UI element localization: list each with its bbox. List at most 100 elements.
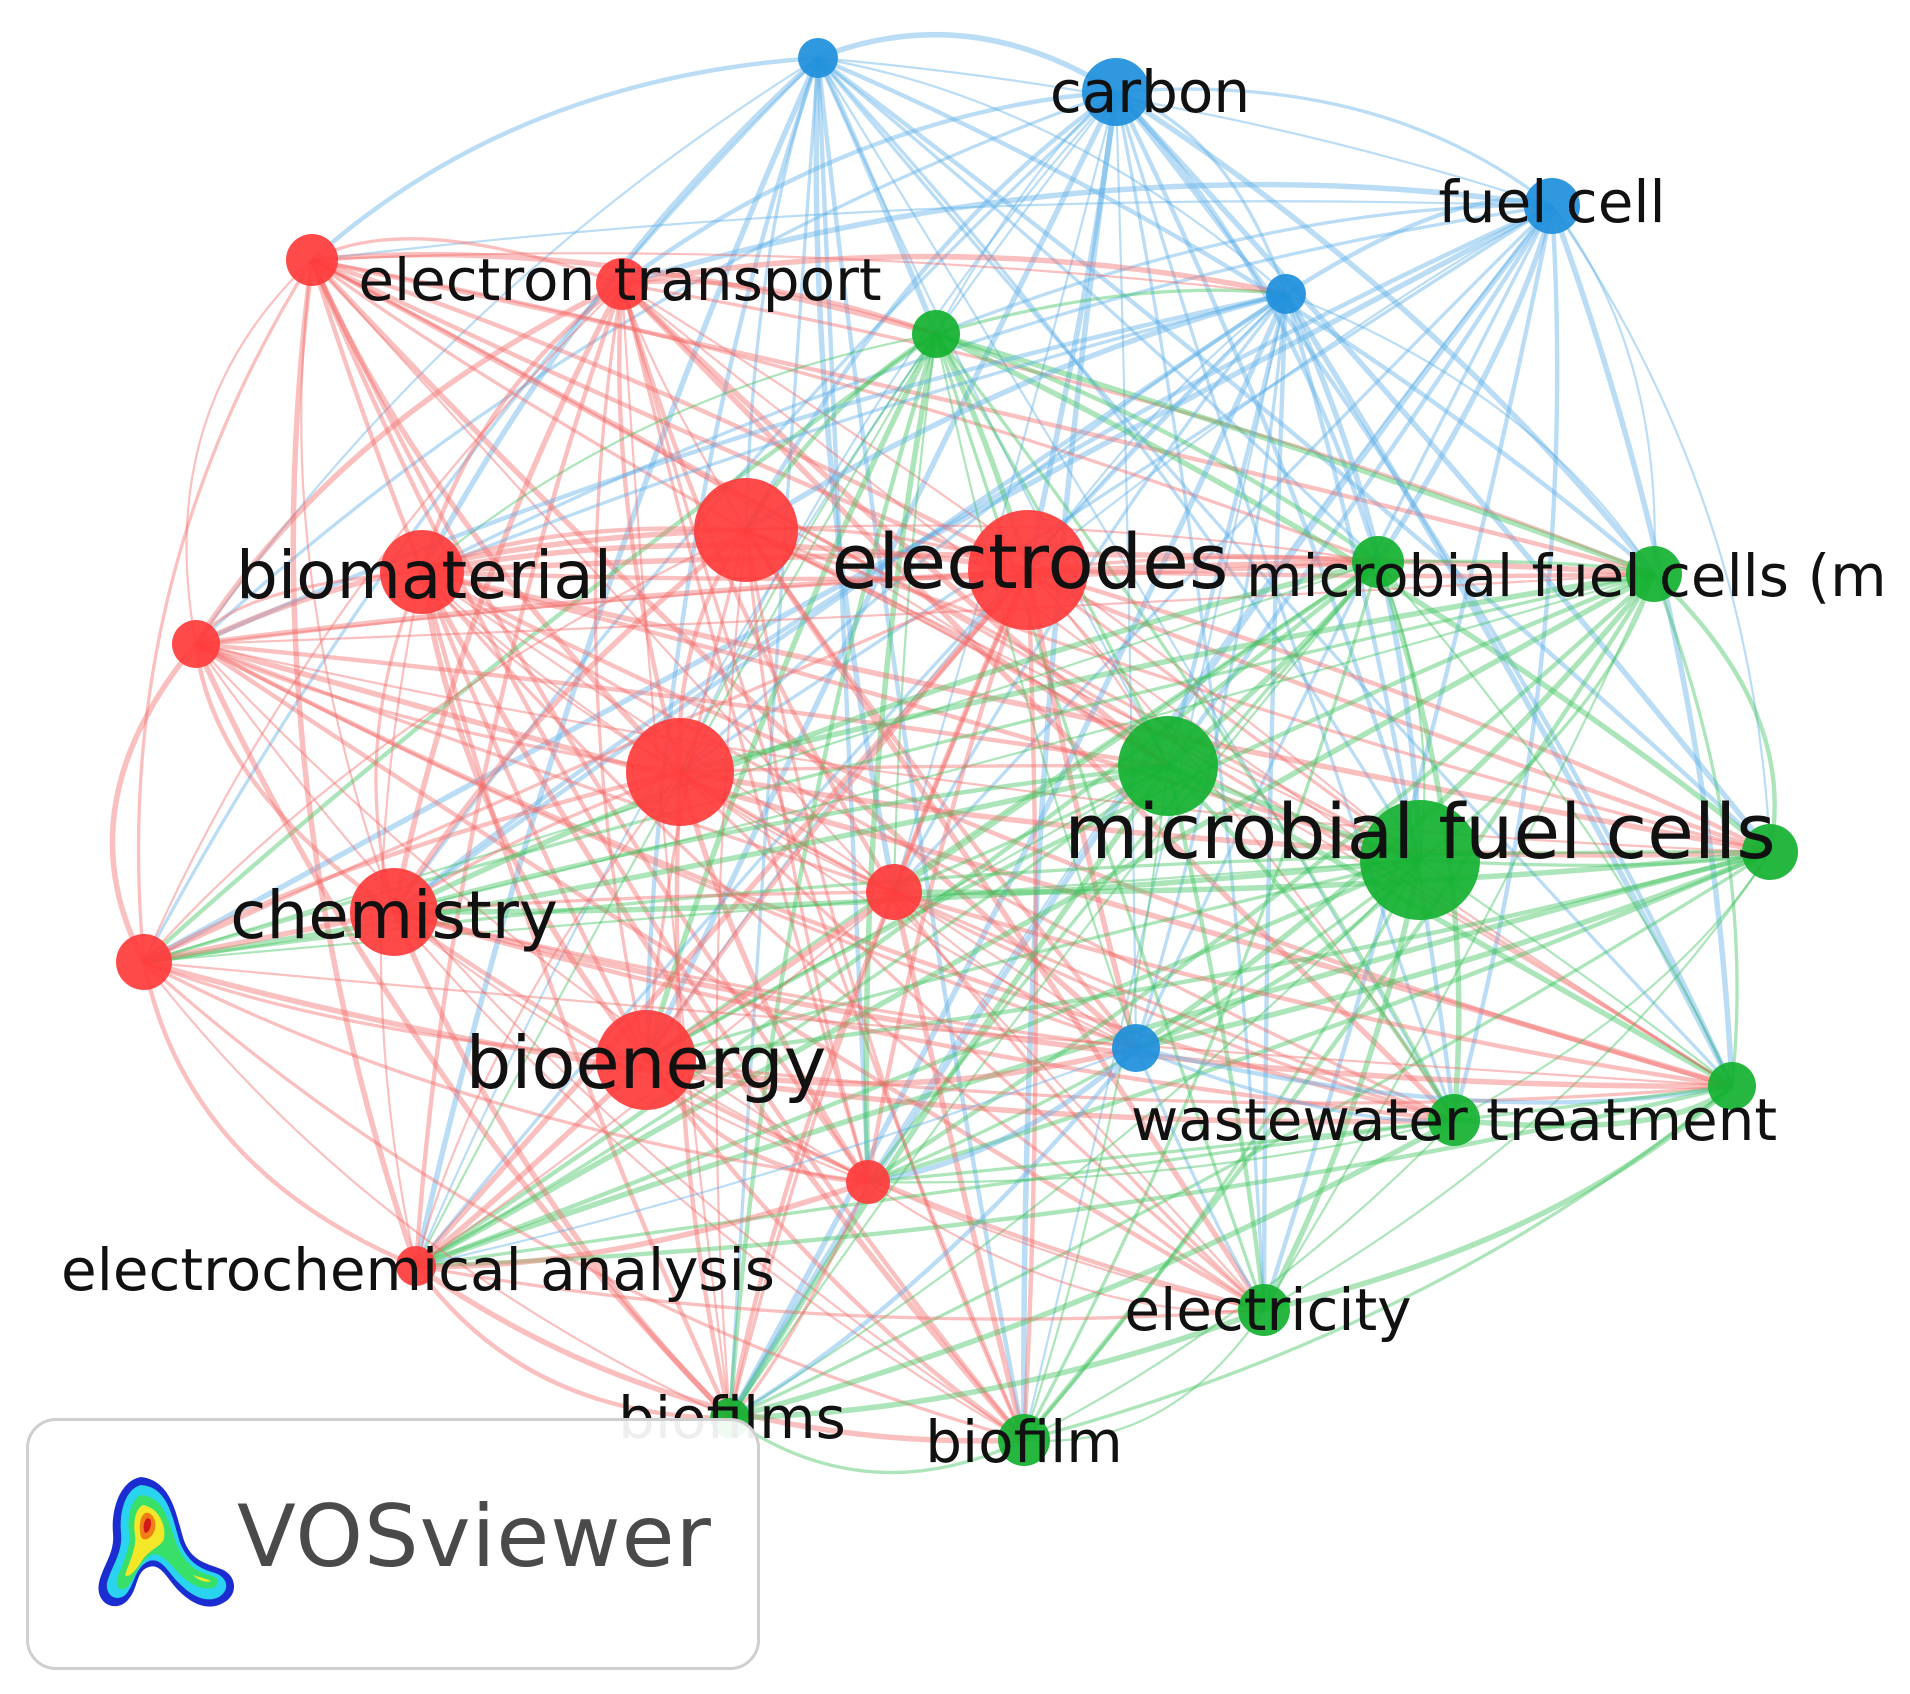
link-n1-n5	[310, 55, 819, 262]
link-n13-n27	[1263, 573, 1656, 1311]
link-n9-n16	[1027, 568, 1421, 862]
link-n8-n25	[744, 529, 870, 1183]
node-n22[interactable]	[1112, 1024, 1160, 1072]
link-n20-n29	[142, 960, 1025, 1442]
link-n5-n29	[309, 259, 1026, 1442]
link-n9-n20	[143, 568, 1029, 964]
link-n1-n20	[142, 56, 820, 963]
node-n1[interactable]	[798, 38, 838, 78]
link-n11-n23	[194, 642, 1455, 1123]
node-n8[interactable]	[694, 478, 798, 582]
label-microbial-fuel-cells: microbial fuel cells	[1064, 787, 1776, 876]
link-n5-n7	[311, 252, 1287, 296]
label-carbon: carbon	[1050, 58, 1250, 126]
link-n21-n27	[645, 1059, 1265, 1312]
link-n2-n3	[1115, 87, 1554, 208]
link-n16-n27	[1261, 859, 1423, 1312]
link-n14-n25	[677, 771, 871, 1184]
vosviewer-logo-text: VOSviewer	[237, 1487, 712, 1587]
link-n26-n29	[414, 1263, 1025, 1444]
link-n14-n15	[679, 764, 1169, 774]
link-n20-n25	[143, 960, 869, 1184]
link-n12-n18	[892, 560, 1380, 894]
node-n24[interactable]	[1708, 1062, 1756, 1110]
link-n3-n10	[421, 204, 1553, 574]
node-n14[interactable]	[626, 718, 734, 826]
link-n2-n17	[1113, 90, 1773, 854]
link-n25-n26	[415, 1179, 869, 1270]
node-n5[interactable]	[286, 234, 338, 286]
link-n21-n26	[414, 1058, 648, 1269]
link-n14-n23	[679, 770, 1455, 1122]
node-n6[interactable]	[912, 310, 960, 358]
link-n11-n13	[195, 572, 1655, 646]
node-n25[interactable]	[846, 1160, 890, 1204]
link-n20-n28	[143, 961, 731, 1420]
node-electrodes[interactable]	[968, 510, 1088, 630]
link-n3-n6	[935, 204, 1553, 336]
link-n11-n25	[195, 643, 869, 1183]
node-biomaterial[interactable]	[380, 530, 464, 614]
link-n3-n9	[1027, 205, 1553, 571]
node-n17[interactable]	[1742, 824, 1798, 880]
link-n4-n18	[619, 283, 896, 894]
node-carbon[interactable]	[1082, 58, 1150, 126]
node-biofilm[interactable]	[998, 1414, 1050, 1466]
link-n11-n27	[194, 642, 1266, 1312]
node-n11[interactable]	[172, 620, 220, 668]
link-n3-n22	[1134, 205, 1554, 1049]
link-n3-n18	[892, 204, 1554, 894]
link-n2-n21	[643, 90, 1119, 1062]
node-microbial-fuel-cells-m[interactable]	[1626, 546, 1682, 602]
link-n23-n28	[729, 1117, 1456, 1421]
link-n1-n26	[413, 56, 821, 1267]
node-fuel-cell[interactable]	[1524, 178, 1580, 234]
link-n23-n26	[415, 1118, 1455, 1268]
node-n20[interactable]	[116, 934, 172, 990]
network-labels: carbon fuel cell electron transport electro…	[61, 58, 1887, 1476]
link-n5-n11	[185, 259, 313, 645]
link-n1-n2	[816, 32, 1118, 95]
node-n15[interactable]	[1118, 716, 1218, 816]
link-n4-n24	[621, 283, 1733, 1087]
link-n15-n20	[143, 763, 1169, 965]
link-n4-n14	[617, 283, 683, 773]
node-bioenergy[interactable]	[596, 1010, 696, 1110]
link-n11-n19	[193, 643, 396, 914]
node-microbial-fuel-cells[interactable]	[1360, 800, 1480, 920]
link-n5-n22	[309, 258, 1138, 1051]
link-n16-n20	[143, 858, 1421, 964]
node-n12[interactable]	[1352, 536, 1404, 588]
link-n27-n28	[729, 1307, 1265, 1421]
link-n19-n22	[393, 910, 1137, 1050]
link-n17-n25	[867, 849, 1771, 1185]
node-wastewater-treatment[interactable]	[1428, 1094, 1480, 1146]
link-n8-n28	[715, 529, 748, 1419]
link-n11-n14	[195, 642, 681, 774]
link-n24-n27	[1263, 1083, 1734, 1313]
link-n17-n27	[1263, 851, 1771, 1311]
node-chemistry[interactable]	[350, 868, 438, 956]
link-n5-n20	[136, 259, 314, 963]
link-n16-n26	[415, 857, 1421, 1269]
link-n22-n23	[1135, 1046, 1455, 1123]
link-n17-n22	[1135, 849, 1772, 1051]
node-electron-transport[interactable]	[596, 258, 648, 310]
node-n18[interactable]	[866, 864, 922, 920]
link-n9-n29	[1021, 569, 1039, 1441]
link-n15-n23	[1166, 764, 1456, 1122]
link-n16-n28	[729, 859, 1421, 1419]
link-n27-n29	[1023, 1309, 1265, 1442]
node-electricity[interactable]	[1238, 1284, 1290, 1336]
link-n6-n28	[727, 333, 939, 1419]
vosviewer-heatmap-icon	[98, 1477, 235, 1607]
node-electrochemical-analysis[interactable]	[396, 1246, 436, 1286]
link-n11-n12	[195, 559, 1379, 647]
link-n14-n22	[679, 771, 1137, 1049]
link-n4-n23	[620, 282, 1456, 1122]
link-n10-n12	[421, 559, 1379, 582]
node-n7[interactable]	[1266, 274, 1306, 314]
link-n10-n17	[421, 569, 1771, 855]
link-n5-n26	[290, 259, 419, 1267]
